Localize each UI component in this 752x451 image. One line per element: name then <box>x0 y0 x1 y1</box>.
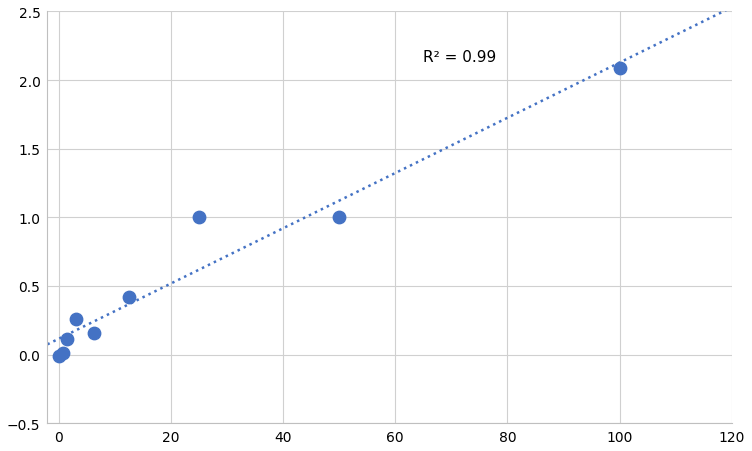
Point <box>88 329 100 336</box>
Point <box>193 214 205 221</box>
Point <box>53 353 65 360</box>
Text: R² = 0.99: R² = 0.99 <box>423 50 496 65</box>
Point <box>70 316 82 323</box>
Point <box>62 336 74 343</box>
Point <box>57 350 69 357</box>
Point <box>614 65 626 72</box>
Point <box>123 294 135 301</box>
Point <box>333 214 345 221</box>
